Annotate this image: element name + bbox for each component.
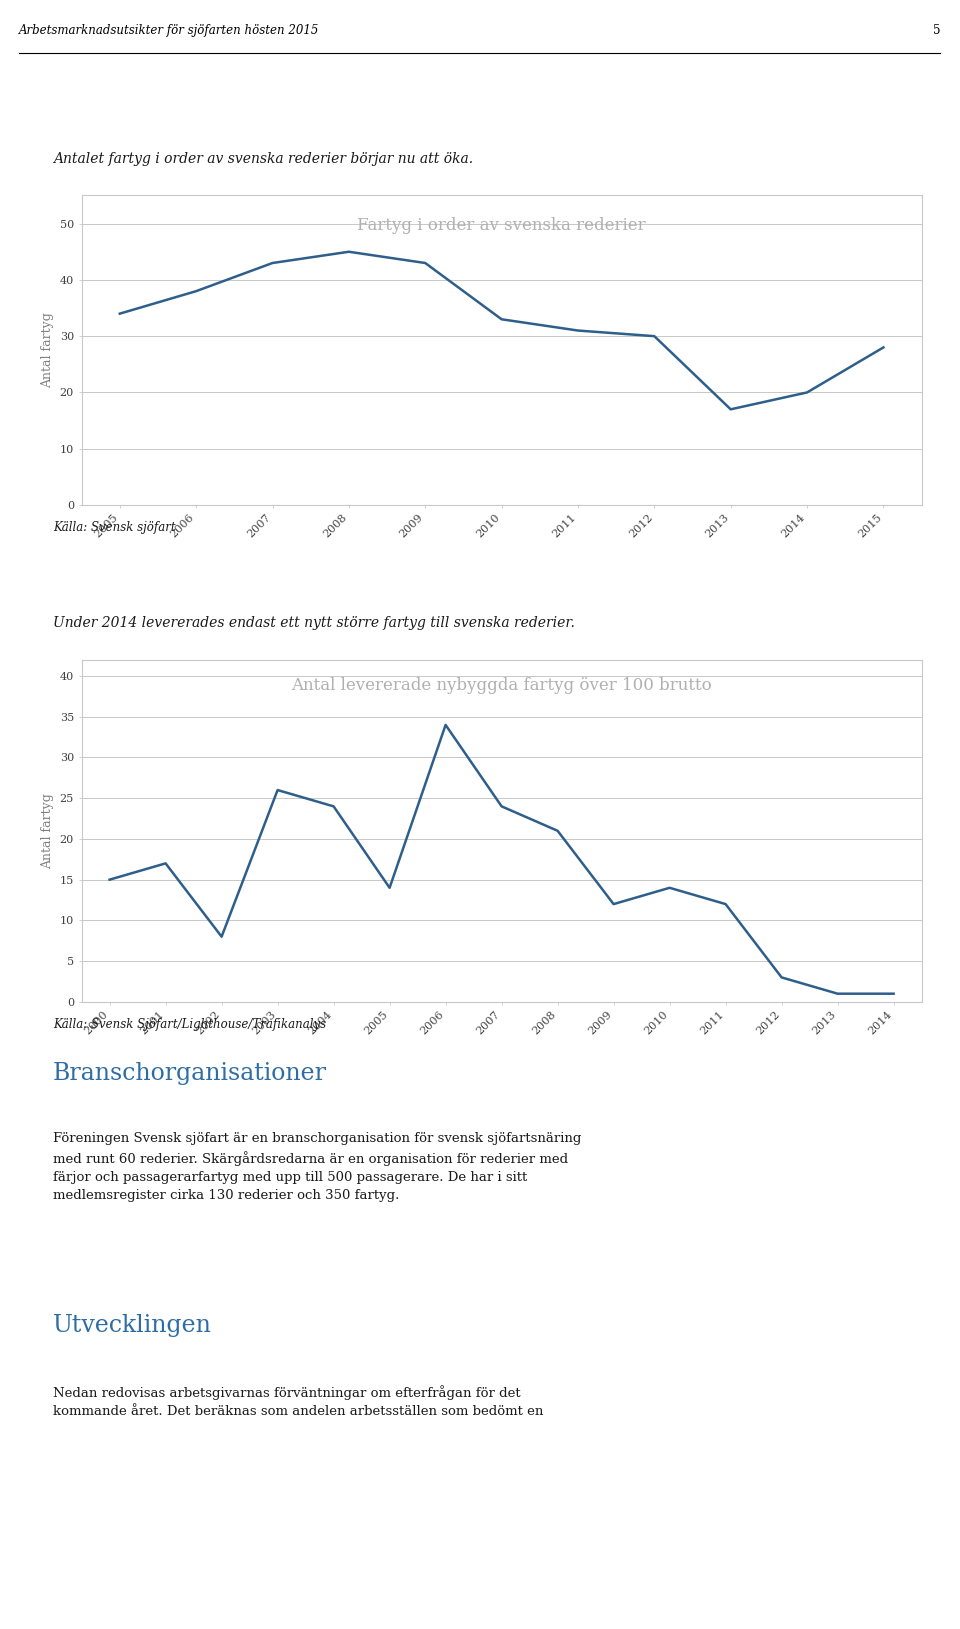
Text: Branschorganisationer: Branschorganisationer xyxy=(53,1062,326,1085)
Text: Antalet fartyg i order av svenska rederier börjar nu att öka.: Antalet fartyg i order av svenska rederi… xyxy=(53,151,473,166)
Text: Föreningen Svensk sjöfart är en branschorganisation för svensk sjöfartsnäring
me: Föreningen Svensk sjöfart är en branscho… xyxy=(53,1132,581,1202)
Text: Arbetsmarknadsutsikter för sjöfarten hösten 2015: Arbetsmarknadsutsikter för sjöfarten hös… xyxy=(19,24,320,37)
Text: Under 2014 levererades endast ett nytt större fartyg till svenska rederier.: Under 2014 levererades endast ett nytt s… xyxy=(53,616,575,630)
Y-axis label: Antal fartyg: Antal fartyg xyxy=(41,793,54,868)
Text: 5: 5 xyxy=(933,24,941,37)
Text: Källa: Svensk sjöfart: Källa: Svensk sjöfart xyxy=(53,521,176,534)
Text: Antal levererade nybyggda fartyg över 100 brutto: Antal levererade nybyggda fartyg över 10… xyxy=(291,678,712,694)
Y-axis label: Antal fartyg: Antal fartyg xyxy=(41,313,54,388)
Text: Utvecklingen: Utvecklingen xyxy=(53,1315,211,1337)
Text: Nedan redovisas arbetsgivarnas förväntningar om efterfrågan för det
kommande åre: Nedan redovisas arbetsgivarnas förväntni… xyxy=(53,1385,543,1417)
Text: Källa: Svensk Sjöfart/Lighthouse/Trafikanalys: Källa: Svensk Sjöfart/Lighthouse/Trafika… xyxy=(53,1018,326,1031)
Text: Fartyg i order av svenska rederier: Fartyg i order av svenska rederier xyxy=(357,217,646,235)
